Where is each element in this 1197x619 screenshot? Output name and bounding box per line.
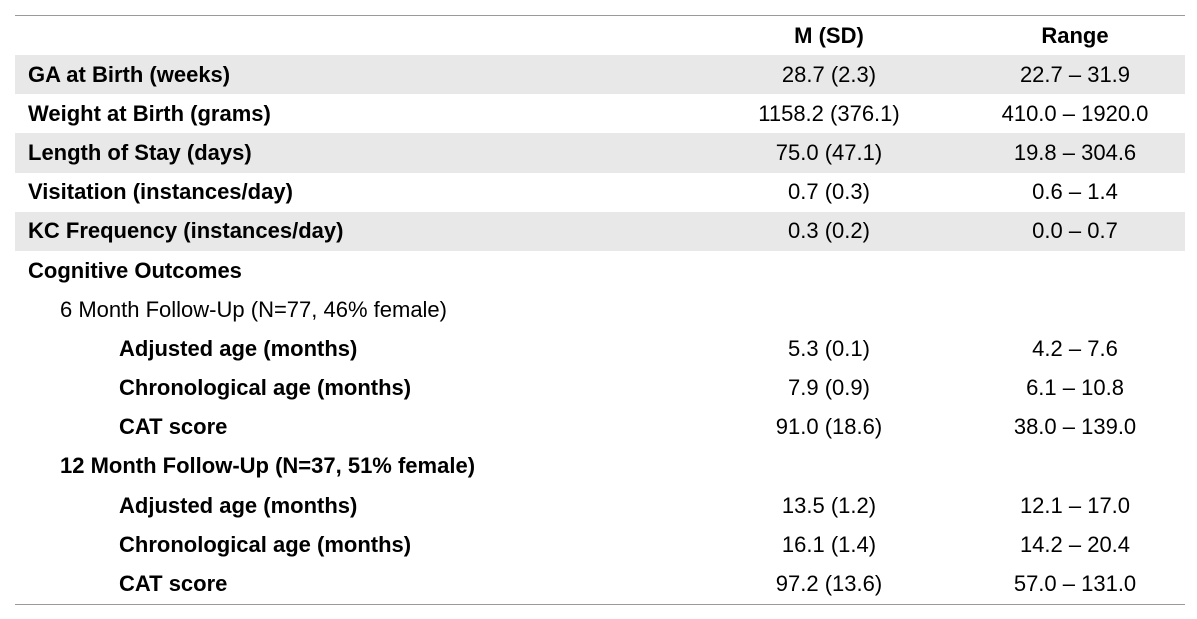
row-label: CAT score: [119, 571, 228, 597]
row-label: Weight at Birth (grams): [28, 100, 271, 126]
header-row: M (SD) Range: [15, 16, 1185, 55]
row-range: 19.8 – 304.6: [965, 133, 1185, 173]
row-m-sd: [693, 251, 965, 290]
table-row: KC Frequency (instances/day) 0.3 (0.2) 0…: [15, 211, 1185, 251]
table-row: Chronological age (months) 7.9 (0.9) 6.1…: [15, 369, 1185, 408]
row-m-sd: 97.2 (13.6): [775, 571, 883, 597]
header-label: [15, 16, 693, 55]
row-m-sd: 0.3 (0.2): [693, 211, 965, 251]
descriptive-statistics-table: M (SD) Range GA at Birth (weeks) 28.7 (2…: [15, 15, 1185, 605]
row-label: Chronological age (months): [119, 375, 412, 401]
row-m-sd: 91.0 (18.6): [775, 414, 883, 440]
header-range: Range: [1041, 22, 1109, 48]
row-m-sd: [693, 447, 965, 486]
row-range: 4.2 – 7.6: [1032, 335, 1118, 361]
row-label: Adjusted age (months): [119, 335, 358, 361]
row-m-sd: 28.7 (2.3): [693, 55, 965, 95]
row-label: Visitation (instances/day): [28, 179, 293, 205]
row-label: Length of Stay (days): [15, 133, 693, 173]
row-label: GA at Birth (weeks): [15, 55, 693, 95]
row-range: 410.0 – 1920.0: [1001, 100, 1149, 126]
table-row: Adjusted age (months) 13.5 (1.2) 12.1 – …: [15, 486, 1185, 525]
row-m-sd: 75.0 (47.1): [693, 133, 965, 173]
row-range: [965, 447, 1185, 486]
row-m-sd: 13.5 (1.2): [781, 492, 877, 518]
table-row: GA at Birth (weeks) 28.7 (2.3) 22.7 – 31…: [15, 55, 1185, 95]
row-m-sd: 16.1 (1.4): [781, 531, 877, 557]
subsection-heading-row: 6 Month Follow-Up (N=77, 46% female): [15, 290, 1185, 329]
row-range: 22.7 – 31.9: [965, 55, 1185, 95]
row-range: [965, 290, 1185, 329]
row-range: 57.0 – 131.0: [1013, 571, 1137, 597]
row-range: 14.2 – 20.4: [1019, 531, 1131, 557]
table-row: Chronological age (months) 16.1 (1.4) 14…: [15, 525, 1185, 564]
row-label: Adjusted age (months): [119, 492, 358, 518]
row-range: 6.1 – 10.8: [1026, 375, 1124, 401]
row-m-sd: 7.9 (0.9): [788, 375, 870, 401]
table-row: Visitation (instances/day) 0.7 (0.3) 0.6…: [15, 173, 1185, 212]
table-row: CAT score 91.0 (18.6) 38.0 – 139.0: [15, 408, 1185, 447]
section-heading: Cognitive Outcomes: [28, 257, 242, 283]
subsection-heading: 6 Month Follow-Up (N=77, 46% female): [60, 296, 447, 322]
row-range: 0.6 – 1.4: [1032, 179, 1118, 205]
row-m-sd: 1158.2 (376.1): [758, 100, 900, 126]
table-row: Adjusted age (months) 5.3 (0.1) 4.2 – 7.…: [15, 329, 1185, 368]
table-row: Weight at Birth (grams) 1158.2 (376.1) 4…: [15, 94, 1185, 133]
row-range: [965, 251, 1185, 290]
row-label: KC Frequency (instances/day): [15, 211, 693, 251]
section-heading-row: Cognitive Outcomes: [15, 251, 1185, 290]
row-range: 0.0 – 0.7: [965, 211, 1185, 251]
row-m-sd: 5.3 (0.1): [788, 335, 870, 361]
subsection-heading: 12 Month Follow-Up (N=37, 51% female): [60, 453, 476, 479]
row-label: CAT score: [119, 414, 228, 440]
table-row: CAT score 97.2 (13.6) 57.0 – 131.0: [15, 564, 1185, 603]
row-m-sd: 0.7 (0.3): [788, 179, 870, 205]
table-row: Length of Stay (days) 75.0 (47.1) 19.8 –…: [15, 133, 1185, 173]
subsection-heading-row: 12 Month Follow-Up (N=37, 51% female): [15, 447, 1185, 486]
header-m-sd: M (SD): [794, 22, 864, 48]
data-table: M (SD) Range GA at Birth (weeks) 28.7 (2…: [15, 16, 1185, 604]
row-range: 38.0 – 139.0: [1013, 414, 1137, 440]
row-m-sd: [693, 290, 965, 329]
row-label: Chronological age (months): [119, 531, 412, 557]
row-range: 12.1 – 17.0: [1019, 492, 1131, 518]
